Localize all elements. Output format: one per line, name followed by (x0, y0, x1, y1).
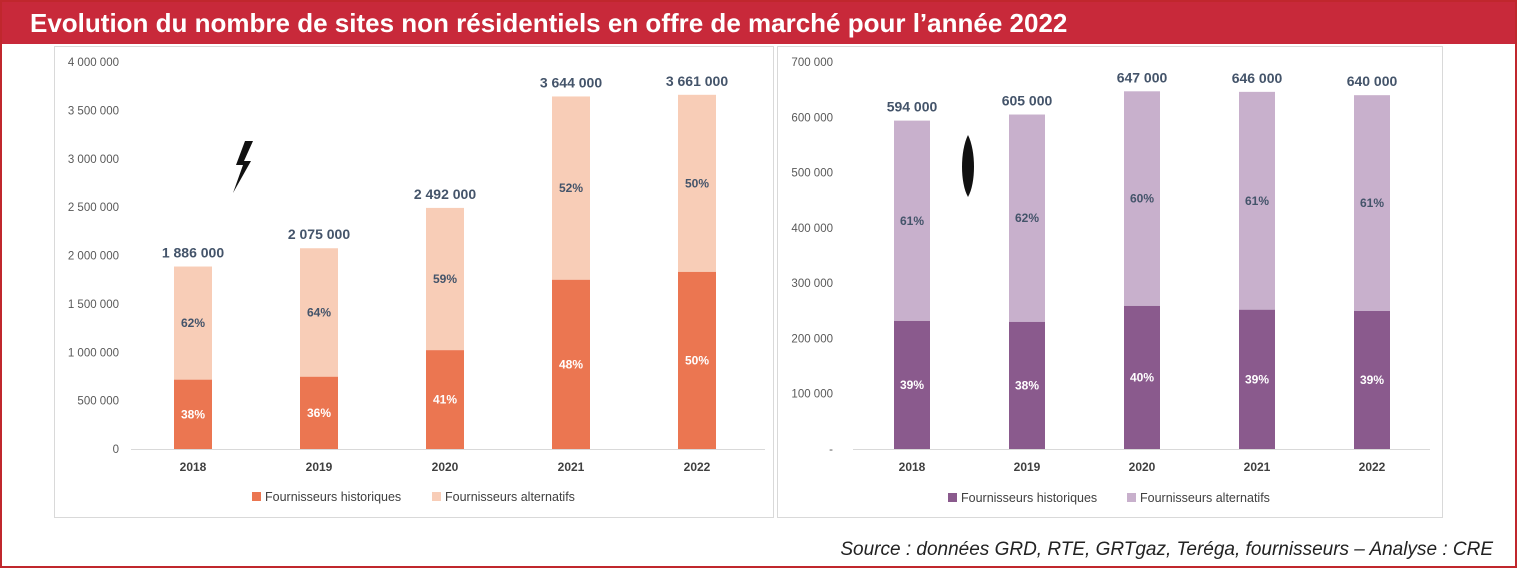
y-tick-label: 4 000 000 (68, 57, 119, 69)
data-label-alternatifs: 64% (307, 305, 331, 319)
gas-chart-panel: - 100 000 200 000 300 000 400 000 500 000 600 … (777, 46, 1443, 518)
y-tick-label: 2 500 000 (68, 202, 119, 214)
data-label-alternatifs: 62% (181, 316, 205, 330)
data-label-historiques: 39% (1360, 373, 1384, 387)
total-label: 640 000 (1347, 73, 1398, 89)
data-label-alternatifs: 62% (1015, 211, 1039, 225)
data-label-alternatifs: 61% (1360, 196, 1384, 210)
bar-segment-alternatifs (552, 96, 590, 280)
legend-label-alternatifs: Fournisseurs alternatifs (1140, 491, 1270, 505)
y-tick-label: 100 000 (791, 389, 833, 401)
data-label-historiques: 40% (1130, 370, 1154, 384)
source-note: Source : données GRD, RTE, GRTgaz, Terég… (840, 539, 1493, 560)
data-label-historiques: 50% (685, 353, 709, 367)
data-label-historiques: 38% (1015, 378, 1039, 392)
bar-segment-historiques (174, 379, 212, 449)
x-tick-label: 2021 (558, 460, 585, 474)
y-tick-label: 200 000 (791, 333, 833, 345)
electricity-chart: 0 500 000 1 000 000 1 500 000 2 000 000 2 500… (68, 57, 765, 504)
y-tick-label: 1 500 000 (68, 299, 119, 311)
legend-swatch-historiques (252, 492, 261, 501)
data-label-historiques: 38% (181, 407, 205, 421)
bar-segment-historiques (1009, 321, 1045, 449)
total-label: 605 000 (1002, 93, 1053, 109)
x-tick-label: 2021 (1244, 460, 1271, 474)
total-label: 1 886 000 (162, 245, 224, 261)
bar-segment-alternatifs (300, 248, 338, 377)
data-label-historiques: 39% (1245, 372, 1269, 386)
y-tick-label: 2 000 000 (68, 251, 119, 263)
legend-label-alternatifs: Fournisseurs alternatifs (445, 490, 575, 504)
y-tick-label: 500 000 (77, 396, 119, 408)
data-label-alternatifs: 52% (559, 181, 583, 195)
y-tick-label: 400 000 (791, 223, 833, 235)
x-tick-label: 2022 (684, 460, 711, 474)
bar-segment-historiques (1239, 309, 1275, 449)
total-label: 2 075 000 (288, 226, 350, 242)
y-tick-label: 3 500 000 (68, 105, 119, 117)
x-tick-label: 2018 (899, 460, 926, 474)
bar-segment-alternatifs (1354, 95, 1390, 312)
title-bar: Evolution du nombre de sites non résiden… (2, 2, 1515, 44)
bar-segment-historiques (678, 271, 716, 449)
bar-segment-historiques (426, 350, 464, 449)
x-tick-label: 2019 (1014, 460, 1041, 474)
y-tick-label: - (829, 444, 833, 456)
total-label: 3 661 000 (666, 73, 728, 89)
legend-label-historiques: Fournisseurs historiques (265, 490, 401, 504)
x-tick-label: 2018 (180, 460, 207, 474)
gas-chart: - 100 000 200 000 300 000 400 000 500 000 600 … (791, 57, 1430, 505)
bar-segment-alternatifs (894, 120, 930, 321)
bar-segment-alternatifs (678, 94, 716, 272)
y-tick-label: 700 000 (791, 57, 833, 69)
data-label-alternatifs: 60% (1130, 192, 1154, 206)
bar-segment-alternatifs (174, 266, 212, 380)
data-label-historiques: 48% (559, 357, 583, 371)
y-tick-label: 3 000 000 (68, 154, 119, 166)
y-tick-label: 500 000 (791, 168, 833, 180)
legend-swatch-alternatifs (1127, 493, 1136, 502)
legend-swatch-alternatifs (432, 492, 441, 501)
bar-segment-alternatifs (426, 207, 464, 351)
bar-segment-alternatifs (1124, 91, 1160, 306)
data-label-historiques: 41% (433, 393, 457, 407)
legend-label-historiques: Fournisseurs historiques (961, 491, 1097, 505)
data-label-historiques: 39% (900, 378, 924, 392)
bar-segment-historiques (300, 376, 338, 449)
flame-drop-icon (962, 135, 974, 197)
total-label: 646 000 (1232, 70, 1283, 86)
legend-swatch-historiques (948, 493, 957, 502)
y-tick-label: 1 000 000 (68, 347, 119, 359)
y-tick-label: 300 000 (791, 278, 833, 290)
total-label: 2 492 000 (414, 186, 476, 202)
page-title: Evolution du nombre de sites non résiden… (30, 8, 1068, 38)
x-tick-label: 2020 (1129, 460, 1156, 474)
bar-segment-alternatifs (1009, 114, 1045, 322)
bar-segment-historiques (552, 279, 590, 449)
y-tick-label: 600 000 (791, 112, 833, 124)
total-label: 647 000 (1117, 69, 1168, 85)
data-label-alternatifs: 61% (1245, 194, 1269, 208)
data-label-alternatifs: 50% (685, 176, 709, 190)
data-label-historiques: 36% (307, 406, 331, 420)
electricity-chart-panel: 0 500 000 1 000 000 1 500 000 2 000 000 2 500… (54, 46, 774, 518)
lightning-bolt-icon (233, 141, 253, 193)
bar-segment-historiques (894, 320, 930, 449)
total-label: 3 644 000 (540, 74, 602, 90)
bar-segment-alternatifs (1239, 91, 1275, 310)
x-tick-label: 2019 (306, 460, 333, 474)
x-tick-label: 2022 (1359, 460, 1386, 474)
data-label-alternatifs: 61% (900, 214, 924, 228)
bar-segment-historiques (1124, 305, 1160, 449)
y-tick-label: 0 (113, 444, 119, 456)
data-label-alternatifs: 59% (433, 272, 457, 286)
total-label: 594 000 (887, 99, 938, 115)
bar-segment-historiques (1354, 311, 1390, 449)
x-tick-label: 2020 (432, 460, 459, 474)
